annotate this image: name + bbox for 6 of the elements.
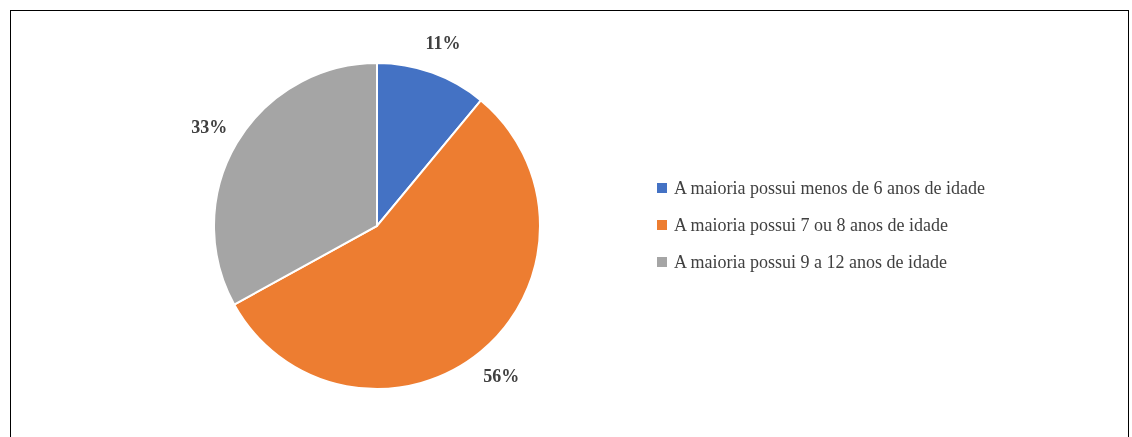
data-label: 11%	[425, 32, 461, 53]
data-label: 33%	[191, 116, 228, 137]
data-label: 56%	[483, 366, 520, 387]
legend-label: A maioria possui menos de 6 anos de idade	[674, 178, 985, 198]
legend-label: A maioria possui 9 a 12 anos de idade	[674, 252, 947, 272]
legend-label: A maioria possui 7 ou 8 anos de idade	[674, 215, 948, 235]
